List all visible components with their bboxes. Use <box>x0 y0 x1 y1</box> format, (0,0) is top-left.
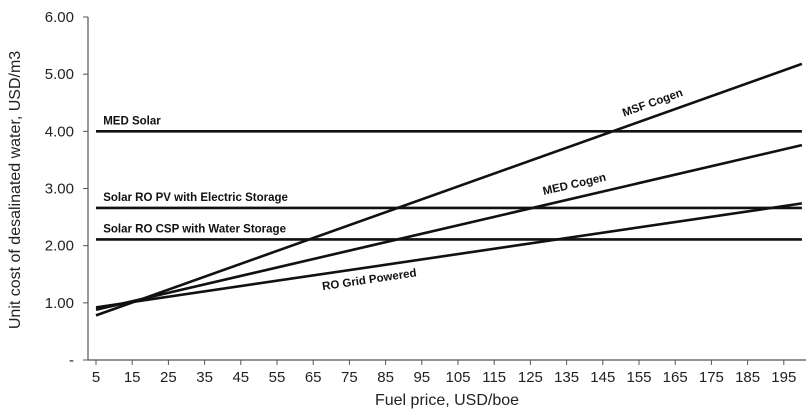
x-tick-label: 75 <box>341 369 358 386</box>
y-tick-label: - <box>69 352 74 369</box>
y-tick-label: 4.00 <box>45 123 74 140</box>
y-tick-label: 5.00 <box>45 66 74 83</box>
x-tick-label: 15 <box>124 369 141 386</box>
series-line-med-cogen <box>95 143 803 311</box>
series-line-msf-cogen <box>95 62 803 317</box>
x-tick-label: 195 <box>771 369 796 386</box>
series-label-med-solar: MED Solar <box>103 115 161 127</box>
x-tick-label: 165 <box>663 369 688 386</box>
x-tick-label: 65 <box>305 369 322 386</box>
series-label-solar-ro-csp-with-water-storage: Solar RO CSP with Water Storage <box>103 223 286 235</box>
x-tick-label: 135 <box>554 369 579 386</box>
y-axis-title: Unit cost of desalinated water, USD/m3 <box>7 51 24 329</box>
x-tick-label: 105 <box>445 369 470 386</box>
x-tick-label: 25 <box>160 369 177 386</box>
x-tick-label: 125 <box>518 369 543 386</box>
axes <box>87 17 806 361</box>
series-line-ro-grid-powered <box>95 202 803 309</box>
x-tick-label: 55 <box>269 369 286 386</box>
x-tick-label: 35 <box>196 369 213 386</box>
series-label-msf-cogen: MSF Cogen <box>621 87 685 120</box>
x-tick-label: 5 <box>92 369 100 386</box>
x-tick-label: 155 <box>626 369 651 386</box>
y-tick-label: 2.00 <box>45 238 74 255</box>
ticks: - 1.00 2.00 3.00 4.00 5.00 6.00 5 15 25 35 45 55 65 75… <box>45 9 797 386</box>
x-tick-label: 175 <box>699 369 724 386</box>
y-tick-label: 3.00 <box>45 181 74 198</box>
x-tick-label: 185 <box>735 369 760 386</box>
x-tick-label: 85 <box>377 369 394 386</box>
x-tick-label: 95 <box>413 369 430 386</box>
x-tick-label: 145 <box>590 369 615 386</box>
series-lines <box>95 62 803 317</box>
y-tick-label: 1.00 <box>45 295 74 312</box>
y-tick-label: 6.00 <box>45 9 74 26</box>
x-tick-label: 45 <box>232 369 249 386</box>
x-axis-title: Fuel price, USD/boe <box>375 392 519 409</box>
series-label-solar-ro-pv-with-electric-storage: Solar RO PV with Electric Storage <box>103 192 288 204</box>
x-tick-label: 115 <box>482 369 506 386</box>
